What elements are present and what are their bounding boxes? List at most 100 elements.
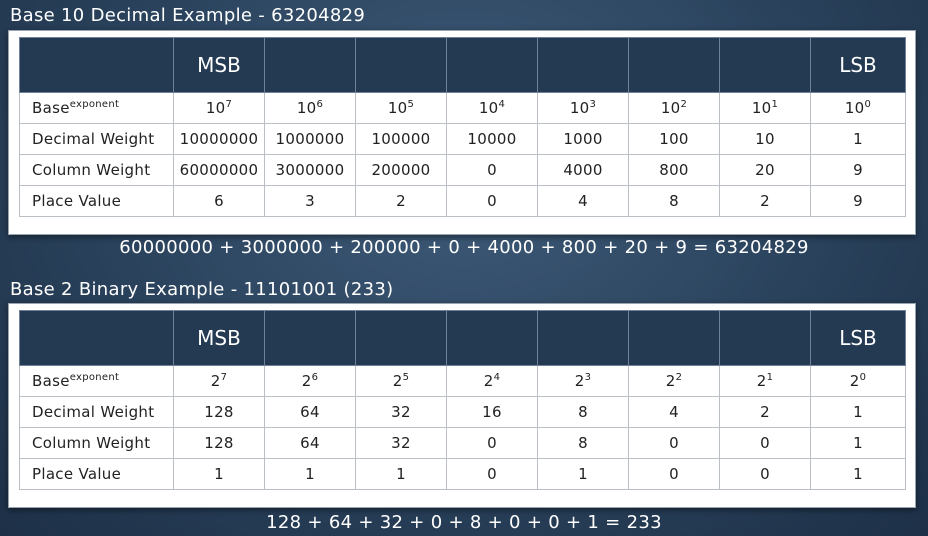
row-label-superscript: exponent [69,99,120,110]
header-lsb: LSB [810,37,906,93]
table-cell: 128 [173,396,265,428]
table-cell: 106 [264,92,356,124]
binary-place-value-table: MSB LSB Baseexponent 27 26 25 24 23 22 21 20 Decim… [19,310,906,490]
decimal-sum-equation: 60000000 + 3000000 + 200000 + 0 + 4000 +… [119,237,809,258]
table-cell: 8 [628,185,720,217]
binary-table-panel: MSB LSB Baseexponent 27 26 25 24 23 22 21 20 Decim… [8,303,916,508]
table-cell: 1 [537,458,629,490]
table-cell: 200000 [355,154,447,186]
table-row-place-value: Place Value 1 1 1 0 1 0 0 1 [19,458,906,490]
table-cell: 25 [355,365,447,397]
table-cell: 102 [628,92,720,124]
table-cell: 0 [719,427,811,459]
table-cell: 103 [537,92,629,124]
header-blank [355,37,447,93]
table-cell: 8 [537,396,629,428]
table-row-decimal-weight: Decimal Weight 10000000 1000000 100000 10000… [19,123,906,155]
table-header-row: MSB LSB [19,310,906,366]
header-blank [719,37,811,93]
table-cell: 4000 [537,154,629,186]
table-cell: 100000 [355,123,447,155]
table-cell: 22 [628,365,720,397]
table-cell: 128 [173,427,265,459]
header-blank [355,310,447,366]
table-cell: 27 [173,365,265,397]
table-row-decimal-weight: Decimal Weight 128 64 32 16 8 4 2 1 [19,396,906,428]
header-blank [19,310,174,366]
table-cell: 1 [355,458,447,490]
table-cell: 16 [446,396,538,428]
table-cell: 2 [355,185,447,217]
table-cell: 1 [810,123,906,155]
decimal-example-title: Base 10 Decimal Example - 63204829 [10,5,366,26]
row-label: Place Value [19,185,174,217]
header-msb: MSB [173,37,265,93]
header-blank [264,37,356,93]
table-cell: 24 [446,365,538,397]
decimal-table-panel: MSB LSB Baseexponent 107 106 105 104 103 102 101… [8,30,916,235]
row-label: Baseexponent [19,365,174,397]
table-cell: 104 [446,92,538,124]
table-cell: 10 [719,123,811,155]
table-cell: 20 [719,154,811,186]
table-cell: 64 [264,427,356,459]
table-cell: 105 [355,92,447,124]
table-cell: 1 [810,458,906,490]
table-cell: 10000000 [173,123,265,155]
table-cell: 26 [264,365,356,397]
table-cell: 8 [537,427,629,459]
table-cell: 9 [810,185,906,217]
table-cell: 0 [446,154,538,186]
row-label: Column Weight [19,427,174,459]
header-blank [628,37,720,93]
table-cell: 60000000 [173,154,265,186]
table-cell: 0 [446,185,538,217]
header-blank [19,37,174,93]
row-label: Decimal Weight [19,396,174,428]
table-cell: 4 [628,396,720,428]
table-cell: 0 [719,458,811,490]
table-cell: 1000 [537,123,629,155]
table-cell: 1 [173,458,265,490]
table-cell: 2 [719,396,811,428]
header-blank [446,310,538,366]
table-row-base: Baseexponent 27 26 25 24 23 22 21 20 [19,365,906,397]
table-cell: 0 [628,458,720,490]
table-cell: 9 [810,154,906,186]
table-cell: 1 [264,458,356,490]
table-cell: 64 [264,396,356,428]
table-cell: 1000000 [264,123,356,155]
row-label-superscript: exponent [69,372,120,383]
table-row-place-value: Place Value 6 3 2 0 4 8 2 9 [19,185,906,217]
row-label: Decimal Weight [19,123,174,155]
header-blank [537,37,629,93]
table-cell: 0 [446,458,538,490]
table-cell: 2 [719,185,811,217]
decimal-place-value-table: MSB LSB Baseexponent 107 106 105 104 103 102 101… [19,37,906,217]
header-blank [264,310,356,366]
header-blank [719,310,811,366]
table-cell: 32 [355,427,447,459]
table-cell: 1 [810,396,906,428]
row-label: Baseexponent [19,92,174,124]
table-cell: 21 [719,365,811,397]
table-cell: 100 [810,92,906,124]
table-cell: 100 [628,123,720,155]
table-cell: 101 [719,92,811,124]
table-cell: 1 [810,427,906,459]
table-cell: 10000 [446,123,538,155]
header-blank [446,37,538,93]
table-cell: 800 [628,154,720,186]
table-row-column-weight: Column Weight 128 64 32 0 8 0 0 1 [19,427,906,459]
header-msb: MSB [173,310,265,366]
table-cell: 20 [810,365,906,397]
table-header-row: MSB LSB [19,37,906,93]
table-cell: 6 [173,185,265,217]
row-label: Place Value [19,458,174,490]
header-blank [537,310,629,366]
table-cell: 23 [537,365,629,397]
header-blank [628,310,720,366]
table-cell: 3000000 [264,154,356,186]
table-cell: 0 [628,427,720,459]
header-lsb: LSB [810,310,906,366]
